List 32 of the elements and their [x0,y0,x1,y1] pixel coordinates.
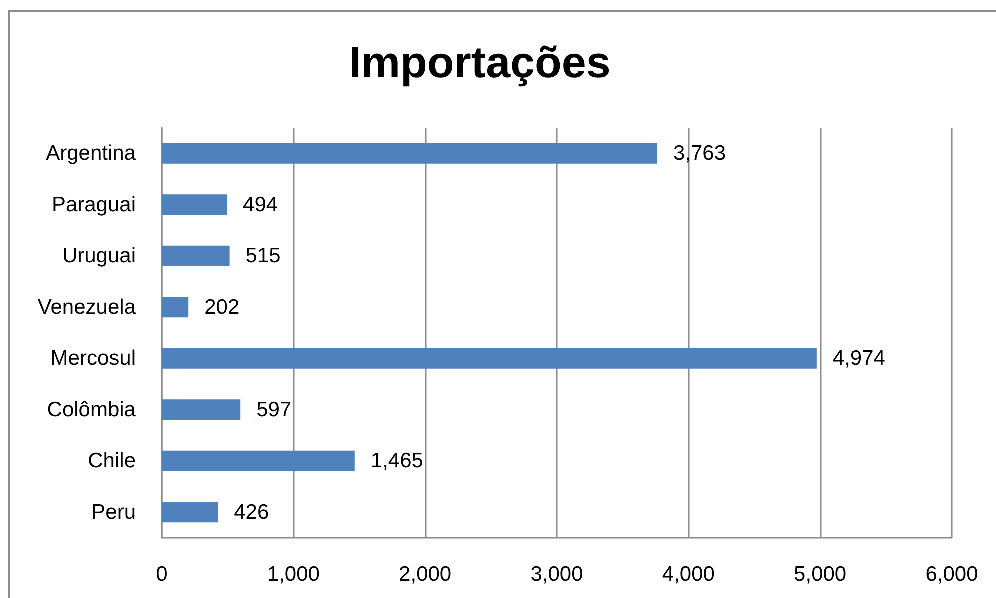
chart-title: Importações [349,38,611,88]
bar [162,143,658,164]
data-label: 202 [204,296,240,319]
x-tick-label: 6,000 [926,563,978,586]
bar [162,246,230,266]
bar [162,450,355,472]
bar [162,400,241,420]
data-label: 4,974 [832,347,886,370]
bar [162,502,218,523]
y-tick-label: Mercosul [50,347,136,370]
data-label: 494 [243,193,278,216]
x-tick-label: 2,000 [399,563,452,586]
data-label: 597 [256,398,292,422]
x-tick-label: 0 [156,563,168,586]
x-tick-label: 1,000 [267,563,320,586]
y-tick-label: Uruguai [62,244,136,268]
y-tick-label: Argentina [46,142,136,166]
x-tick-label: 4,000 [662,563,715,586]
y-tick-label: Peru [92,500,136,524]
y-tick-label: Colômbia [47,398,136,422]
x-tick-label: 5,000 [794,563,847,586]
data-label: 3,763 [673,142,726,166]
bar [162,297,189,318]
data-label: 515 [246,244,281,268]
y-tick-label: Paraguai [52,193,136,216]
y-tick-label: Chile [88,450,136,473]
data-label: 1,465 [370,450,424,473]
bar [162,194,228,216]
bar [162,348,817,369]
y-tick-label: Venezuela [38,296,136,319]
x-tick-label: 3,000 [530,563,584,586]
data-label: 426 [234,500,270,524]
